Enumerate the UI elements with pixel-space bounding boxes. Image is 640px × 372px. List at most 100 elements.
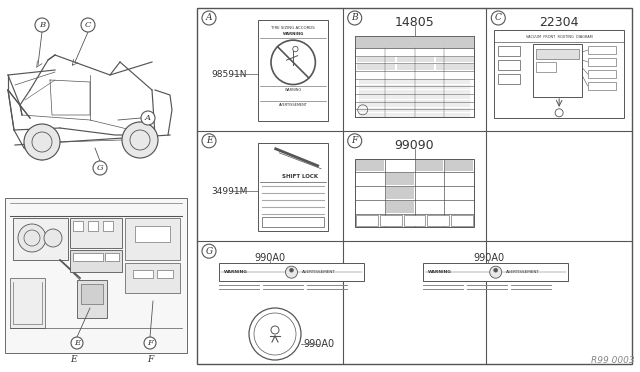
Text: A: A bbox=[205, 13, 212, 22]
Circle shape bbox=[249, 308, 301, 360]
Text: AVERTISSEMENT: AVERTISSEMENT bbox=[506, 270, 540, 274]
Bar bbox=[588, 82, 616, 90]
Text: E: E bbox=[74, 339, 80, 347]
Bar bbox=[258, 143, 328, 231]
Circle shape bbox=[141, 111, 155, 125]
Bar bbox=[10, 278, 45, 328]
Text: 990A0: 990A0 bbox=[303, 339, 334, 349]
Bar bbox=[404, 215, 426, 226]
Bar bbox=[428, 215, 449, 226]
Circle shape bbox=[93, 161, 107, 175]
Text: VEHICLE  INFORMATION  CERTIFICATION: VEHICLE INFORMATION CERTIFICATION bbox=[380, 40, 450, 44]
Circle shape bbox=[348, 134, 362, 148]
Text: G: G bbox=[97, 164, 104, 172]
Circle shape bbox=[122, 122, 158, 158]
Circle shape bbox=[202, 11, 216, 25]
Circle shape bbox=[348, 11, 362, 25]
Bar bbox=[73, 221, 83, 231]
Text: R99 0003: R99 0003 bbox=[591, 356, 635, 365]
Text: E: E bbox=[205, 136, 212, 145]
Bar bbox=[415, 160, 444, 171]
Text: WARNING: WARNING bbox=[428, 270, 452, 274]
Circle shape bbox=[492, 11, 505, 25]
Bar bbox=[88, 221, 98, 231]
Bar bbox=[133, 270, 153, 278]
Circle shape bbox=[202, 244, 216, 258]
Text: 990A0: 990A0 bbox=[254, 253, 285, 263]
Text: B: B bbox=[351, 13, 358, 22]
Bar bbox=[386, 187, 413, 199]
Text: C: C bbox=[85, 21, 91, 29]
Text: TIRE SIZING ACCORDS: TIRE SIZING ACCORDS bbox=[271, 26, 315, 30]
Circle shape bbox=[71, 337, 83, 349]
Bar bbox=[157, 270, 173, 278]
Circle shape bbox=[81, 18, 95, 32]
Bar bbox=[499, 46, 520, 56]
Bar bbox=[262, 217, 324, 227]
Text: A: A bbox=[145, 114, 151, 122]
Bar bbox=[445, 160, 473, 171]
Bar bbox=[536, 62, 556, 72]
Bar bbox=[536, 49, 579, 59]
Text: WARNING: WARNING bbox=[224, 270, 248, 274]
Circle shape bbox=[24, 124, 60, 160]
Bar bbox=[125, 263, 180, 293]
Bar bbox=[73, 253, 103, 261]
Text: 22304: 22304 bbox=[540, 16, 579, 29]
Text: 99090: 99090 bbox=[395, 139, 435, 152]
Text: F: F bbox=[147, 355, 153, 364]
Bar bbox=[105, 253, 119, 261]
Text: AVERTISSEMENT: AVERTISSEMENT bbox=[301, 270, 335, 274]
Text: G: G bbox=[205, 247, 212, 256]
Text: WARNING: WARNING bbox=[282, 32, 304, 36]
Bar bbox=[397, 64, 435, 70]
Bar bbox=[588, 70, 616, 78]
Text: WARNING: WARNING bbox=[285, 87, 301, 92]
Text: B: B bbox=[39, 21, 45, 29]
Bar bbox=[356, 160, 383, 171]
Bar bbox=[397, 57, 435, 62]
Bar bbox=[356, 215, 378, 226]
Text: 98591N: 98591N bbox=[211, 70, 246, 79]
Bar bbox=[494, 30, 624, 118]
Circle shape bbox=[289, 268, 294, 272]
Circle shape bbox=[202, 134, 216, 148]
Text: AVERTISSEMENT: AVERTISSEMENT bbox=[279, 103, 308, 107]
Text: VACUUM  FRONT  ROUTING  DIAGRAM: VACUUM FRONT ROUTING DIAGRAM bbox=[526, 35, 593, 39]
Circle shape bbox=[493, 268, 498, 272]
Bar bbox=[5, 198, 187, 353]
Bar bbox=[436, 57, 474, 62]
Circle shape bbox=[144, 337, 156, 349]
Bar bbox=[77, 280, 107, 318]
Bar bbox=[13, 218, 68, 260]
Bar bbox=[423, 263, 568, 281]
Bar bbox=[197, 8, 632, 364]
Text: E: E bbox=[70, 355, 76, 364]
Bar bbox=[356, 64, 395, 70]
Bar bbox=[81, 284, 103, 304]
Circle shape bbox=[35, 18, 49, 32]
Text: F: F bbox=[351, 136, 358, 145]
Bar bbox=[219, 263, 364, 281]
Circle shape bbox=[285, 266, 298, 278]
Text: F: F bbox=[147, 339, 153, 347]
Text: SHIFT: SHIFT bbox=[269, 350, 281, 354]
Bar bbox=[70, 218, 122, 248]
Circle shape bbox=[44, 229, 62, 247]
Bar bbox=[258, 20, 328, 121]
Bar bbox=[356, 57, 395, 62]
Bar bbox=[125, 218, 180, 260]
Bar bbox=[355, 36, 474, 117]
Circle shape bbox=[490, 266, 502, 278]
Bar bbox=[380, 215, 401, 226]
Bar bbox=[355, 36, 474, 48]
Bar bbox=[499, 74, 520, 84]
Text: C: C bbox=[495, 13, 502, 22]
Bar bbox=[135, 226, 170, 242]
Circle shape bbox=[18, 224, 46, 252]
Bar bbox=[355, 159, 474, 227]
Bar bbox=[533, 44, 582, 97]
Bar bbox=[451, 215, 473, 226]
Bar bbox=[436, 64, 474, 70]
Text: 14805: 14805 bbox=[395, 16, 435, 29]
